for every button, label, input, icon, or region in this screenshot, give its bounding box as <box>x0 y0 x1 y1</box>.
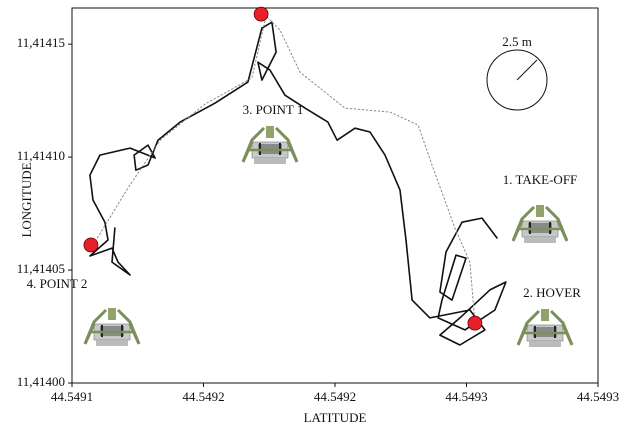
x-tick-label: 44.5492 <box>182 389 224 404</box>
waypoint-marker <box>254 7 268 21</box>
drone-icon <box>243 126 297 164</box>
scale-label: 2.5 m <box>502 34 532 49</box>
drone-icon <box>513 205 567 243</box>
x-tick-label: 44.5491 <box>51 389 93 404</box>
reference-path <box>95 16 475 322</box>
y-tick-label: 11,41405 <box>17 261 65 276</box>
annotation: 1. TAKE-OFF <box>503 172 578 187</box>
drone-icon <box>85 308 139 346</box>
annotation: 4. POINT 2 <box>27 276 88 291</box>
scale-radius <box>517 60 537 80</box>
flight-path <box>90 22 506 345</box>
drone-icon <box>518 309 572 347</box>
y-tick-label: 11,41415 <box>17 35 65 50</box>
waypoint-marker <box>468 316 482 330</box>
annotation: 2. HOVER <box>523 285 581 300</box>
chart: 2.5 m 1. TAKE-OFF 2. HOVER 3. POINT 1 4.… <box>0 0 626 430</box>
x-tick-label: 44.5493 <box>577 389 619 404</box>
y-tick-label: 11,41400 <box>17 374 65 389</box>
y-axis-label: LONGITUDE <box>19 162 34 237</box>
x-tick-label: 44.5492 <box>314 389 356 404</box>
waypoint-marker <box>84 238 98 252</box>
annotation: 3. POINT 1 <box>243 102 304 117</box>
plot-frame <box>72 8 598 383</box>
y-tick-label: 11,41410 <box>17 148 65 163</box>
x-axis-label: LATITUDE <box>304 410 367 425</box>
x-tick-label: 44.5493 <box>445 389 487 404</box>
